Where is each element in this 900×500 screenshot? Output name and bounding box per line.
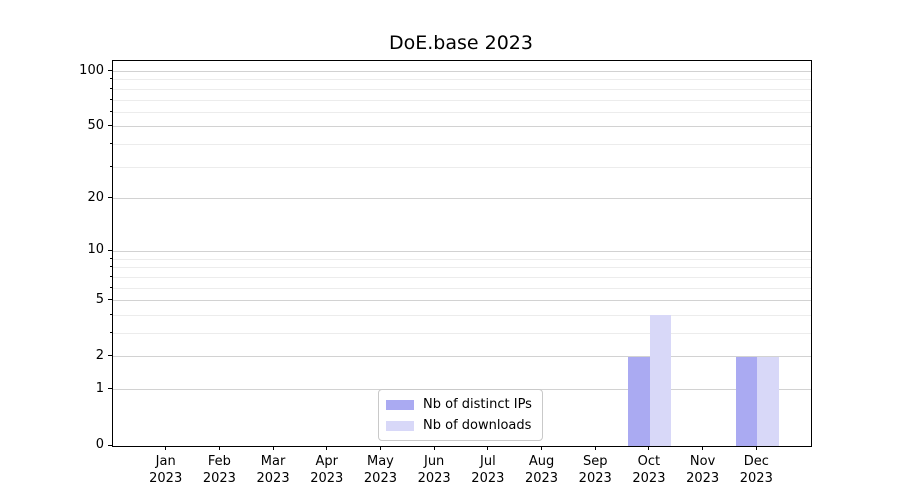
x-tick-mark [702,446,704,450]
y-minor-tick-mark [110,143,112,145]
legend-label-distinct-ips: Nb of distinct IPs [423,397,532,412]
y-minor-tick-mark [110,87,112,89]
legend-swatch-distinct-ips [386,399,414,410]
minor-gridline [113,276,811,278]
x-tick-mark [487,446,489,450]
minor-gridline [113,333,811,335]
x-tick-label-aug: Aug 2023 [524,454,559,486]
major-gridline [113,356,811,358]
minor-gridline [113,267,811,269]
y-tick-mark [108,299,112,301]
major-gridline [113,250,811,252]
legend-item-downloads: Nb of downloads [386,416,532,435]
minor-gridline [113,287,811,289]
y-minor-tick-mark [110,275,112,277]
bar-oct-downloads [649,315,672,446]
y-tick-label: 1 [95,380,104,396]
x-tick-label-jun: Jun 2023 [417,454,451,486]
y-minor-tick-mark [110,98,112,100]
major-gridline [113,198,811,200]
y-tick-label: 50 [87,117,104,133]
minor-gridline [113,111,811,113]
x-tick-mark [594,446,596,450]
y-minor-tick-mark [110,110,112,112]
legend-swatch-downloads [386,420,414,431]
y-tick-mark [108,444,112,446]
x-tick-label-apr: Apr 2023 [310,454,344,486]
plot-area [112,60,812,447]
minor-gridline [113,314,811,316]
x-tick-label-jan: Jan 2023 [149,454,183,486]
x-tick-label-dec: Dec 2023 [739,454,773,486]
legend-label-downloads: Nb of downloads [423,418,532,433]
major-gridline [113,71,811,73]
x-tick-label-feb: Feb 2023 [202,454,236,486]
y-tick-mark [108,197,112,199]
x-tick-label-may: May 2023 [363,454,397,486]
x-tick-mark [218,446,220,450]
major-gridline [113,126,811,128]
y-tick-label: 2 [95,347,104,363]
y-tick-mark [108,388,112,390]
chart-title: DoE.base 2023 [389,32,533,54]
minor-gridline [113,88,811,90]
bar-dec-distinct-ips [735,356,758,446]
y-minor-tick-mark [110,165,112,167]
minor-gridline [113,258,811,260]
bar-oct-distinct-ips [628,356,650,446]
x-tick-label-nov: Nov 2023 [686,454,720,486]
bar-dec-downloads [757,356,779,446]
y-tick-label: 100 [79,62,104,78]
x-tick-mark [433,446,435,450]
y-minor-tick-mark [110,313,112,315]
x-tick-label-mar: Mar 2023 [256,454,290,486]
x-tick-mark [326,446,328,450]
y-minor-tick-mark [110,332,112,334]
x-tick-mark [379,446,381,450]
y-minor-tick-mark [110,78,112,80]
y-tick-mark [108,355,112,357]
minor-gridline [113,99,811,101]
x-tick-mark [165,446,167,450]
x-tick-mark [648,446,650,450]
x-tick-label-oct: Oct 2023 [632,454,666,486]
x-tick-mark [541,446,543,450]
y-minor-tick-mark [110,286,112,288]
x-tick-mark [755,446,757,450]
y-tick-mark [108,125,112,127]
legend: Nb of distinct IPs Nb of downloads [378,389,543,441]
legend-item-distinct-ips: Nb of distinct IPs [386,395,532,414]
major-gridline [113,300,811,302]
y-tick-label: 10 [87,242,104,258]
y-tick-label: 20 [87,189,104,205]
minor-gridline [113,166,811,168]
y-tick-label: 0 [95,437,104,452]
y-minor-tick-mark [110,257,112,259]
y-tick-mark [108,249,112,251]
y-minor-tick-mark [110,266,112,268]
minor-gridline [113,144,811,146]
x-tick-label-sep: Sep 2023 [578,454,612,486]
y-tick-mark [108,70,112,72]
x-tick-label-jul: Jul 2023 [471,454,505,486]
y-tick-label: 5 [95,291,104,307]
x-tick-mark [272,446,274,450]
minor-gridline [113,79,811,81]
